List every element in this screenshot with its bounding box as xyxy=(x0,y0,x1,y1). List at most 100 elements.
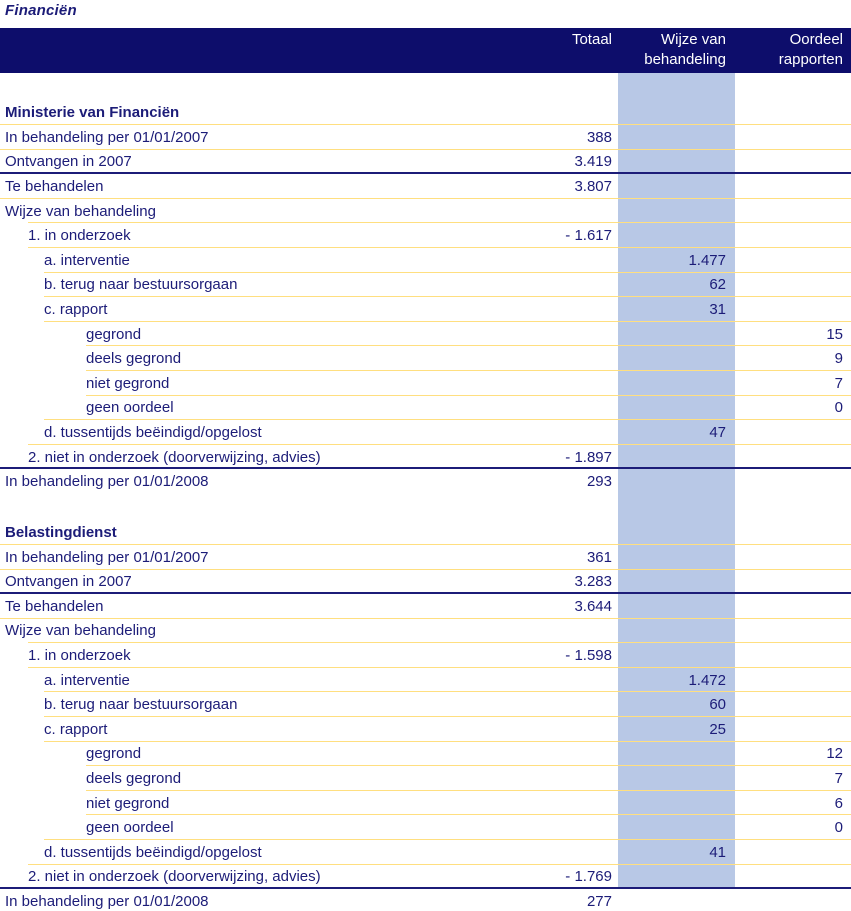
section-heading: Belastingdienst xyxy=(0,520,851,545)
cell-wijze-van-behandeling: 60 xyxy=(709,696,726,714)
cell-totaal: 361 xyxy=(586,548,612,566)
table-body: Ministerie van Financiën In behandeling p… xyxy=(0,73,851,911)
cell-totaal: 388 xyxy=(586,128,612,146)
row-separator-line xyxy=(86,789,851,791)
row-separator-line xyxy=(0,568,851,570)
row-label: gegrond xyxy=(86,325,142,343)
row-separator-line xyxy=(44,320,851,322)
table-row: geen oordeel 0 xyxy=(0,396,851,421)
row-label: Ontvangen in 2007 xyxy=(5,573,132,591)
table-row: niet gegrond 7 xyxy=(0,371,851,396)
row-separator-line xyxy=(44,691,851,693)
cell-wijze-van-behandeling: 31 xyxy=(709,300,726,318)
cell-totaal: 3.807 xyxy=(574,177,612,195)
row-separator-line xyxy=(44,271,851,273)
row-separator-line xyxy=(28,863,851,865)
row-label: niet gegrond xyxy=(86,374,170,392)
section-heading: Ministerie van Financiën xyxy=(0,100,851,125)
row-separator-line xyxy=(0,148,851,150)
cell-totaal: 277 xyxy=(586,893,612,911)
table-row: Wijze van behandeling xyxy=(0,619,851,644)
cell-totaal: - 1.617 xyxy=(565,227,612,245)
header-col-oordeel-line2: rapporten xyxy=(778,51,843,68)
row-label: a. interventie xyxy=(44,671,130,689)
table-row: Wijze van behandeling xyxy=(0,199,851,224)
cell-oordeel-rapporten: 7 xyxy=(834,374,843,392)
row-separator-line xyxy=(86,765,851,767)
cell-totaal: 3.419 xyxy=(574,153,612,171)
row-label: 1. in onderzoek xyxy=(28,227,131,245)
page-title: Financiën xyxy=(5,2,77,19)
table-row: gegrond 12 xyxy=(0,742,851,767)
row-label: In behandeling per 01/01/2007 xyxy=(5,548,209,566)
cell-oordeel-rapporten: 12 xyxy=(826,745,843,763)
cell-wijze-van-behandeling: 1.472 xyxy=(688,671,726,689)
table-row: In behandeling per 01/01/2008 293 xyxy=(0,469,851,494)
table-row: In behandeling per 01/01/2007 388 xyxy=(0,125,851,150)
header-col-totaal: Totaal xyxy=(497,30,617,73)
row-label: b. terug naar bestuursorgaan xyxy=(44,276,238,294)
row-separator-line xyxy=(0,887,851,890)
table-row: b. terug naar bestuursorgaan 60 xyxy=(0,692,851,718)
row-label: 2. niet in onderzoek (doorverwijzing, ad… xyxy=(28,448,321,466)
row-label: geen oordeel xyxy=(86,819,174,837)
cell-wijze-van-behandeling: 25 xyxy=(709,720,726,738)
cell-wijze-van-behandeling: 62 xyxy=(709,276,726,294)
header-col-oordeel-rapporten: Oordeel rapporten xyxy=(735,30,851,73)
row-label: Ontvangen in 2007 xyxy=(5,153,132,171)
row-separator-line xyxy=(44,296,851,298)
row-separator-line xyxy=(0,197,851,199)
header-col-wijze-line2: behandeling xyxy=(644,51,726,68)
row-label: 1. in onderzoek xyxy=(28,647,131,665)
row-label: Wijze van behandeling xyxy=(5,202,156,220)
row-label: niet gegrond xyxy=(86,794,170,812)
row-separator-line xyxy=(0,124,851,125)
cell-oordeel-rapporten: 7 xyxy=(834,770,843,788)
table-row: c. rapport 31 xyxy=(0,297,851,322)
row-separator-line xyxy=(0,172,851,175)
row-label: deels gegrond xyxy=(86,350,182,368)
table-row: Ontvangen in 2007 3.419 xyxy=(0,150,851,175)
cell-totaal: 3.283 xyxy=(574,573,612,591)
header-col-totaal-label: Totaal xyxy=(571,31,612,48)
section-heading-label: Belastingdienst xyxy=(5,523,117,541)
section-spacer xyxy=(0,73,851,100)
cell-totaal: - 1.897 xyxy=(565,448,612,466)
table-row: deels gegrond 7 xyxy=(0,766,851,791)
row-separator-line xyxy=(86,369,851,371)
table-row: In behandeling per 01/01/2007 361 xyxy=(0,545,851,570)
row-label: deels gegrond xyxy=(86,770,182,788)
row-separator-line xyxy=(28,246,851,248)
cell-totaal: - 1.769 xyxy=(565,868,612,886)
table-row: Te behandelen 3.644 xyxy=(0,594,851,619)
row-label: c. rapport xyxy=(44,300,108,318)
row-separator-line xyxy=(0,543,851,545)
row-label: Te behandelen xyxy=(5,177,104,195)
row-label: gegrond xyxy=(86,745,142,763)
wijze-column-highlight-band xyxy=(618,73,735,889)
table-row: 2. niet in onderzoek (doorverwijzing, ad… xyxy=(0,445,851,470)
table-row: deels gegrond 9 xyxy=(0,346,851,371)
cell-oordeel-rapporten: 0 xyxy=(834,399,843,417)
row-separator-line xyxy=(44,839,851,841)
cell-totaal: - 1.598 xyxy=(565,647,612,665)
table-row: a. interventie 1.472 xyxy=(0,668,851,693)
row-label: geen oordeel xyxy=(86,399,174,417)
table-row: d. tussentijds beëindigd/opgelost 47 xyxy=(0,420,851,445)
row-separator-line xyxy=(0,467,851,470)
cell-wijze-van-behandeling: 1.477 xyxy=(688,251,726,269)
table-row: gegrond 15 xyxy=(0,322,851,347)
table-row: c. rapport 25 xyxy=(0,717,851,742)
row-label: b. terug naar bestuursorgaan xyxy=(44,696,238,714)
table-row: Te behandelen 3.807 xyxy=(0,174,851,199)
row-label: d. tussentijds beëindigd/opgelost xyxy=(44,423,262,441)
row-label: In behandeling per 01/01/2008 xyxy=(5,473,209,491)
row-separator-line xyxy=(44,716,851,718)
table-header: Totaal Wijze van behandeling Oordeel rap… xyxy=(0,28,851,73)
cell-oordeel-rapporten: 0 xyxy=(834,819,843,837)
table-row: 1. in onderzoek - 1.617 xyxy=(0,223,851,248)
table-row: b. terug naar bestuursorgaan 62 xyxy=(0,273,851,298)
row-separator-line xyxy=(86,345,851,347)
row-separator-line xyxy=(28,222,851,224)
header-empty-cell xyxy=(0,30,497,73)
